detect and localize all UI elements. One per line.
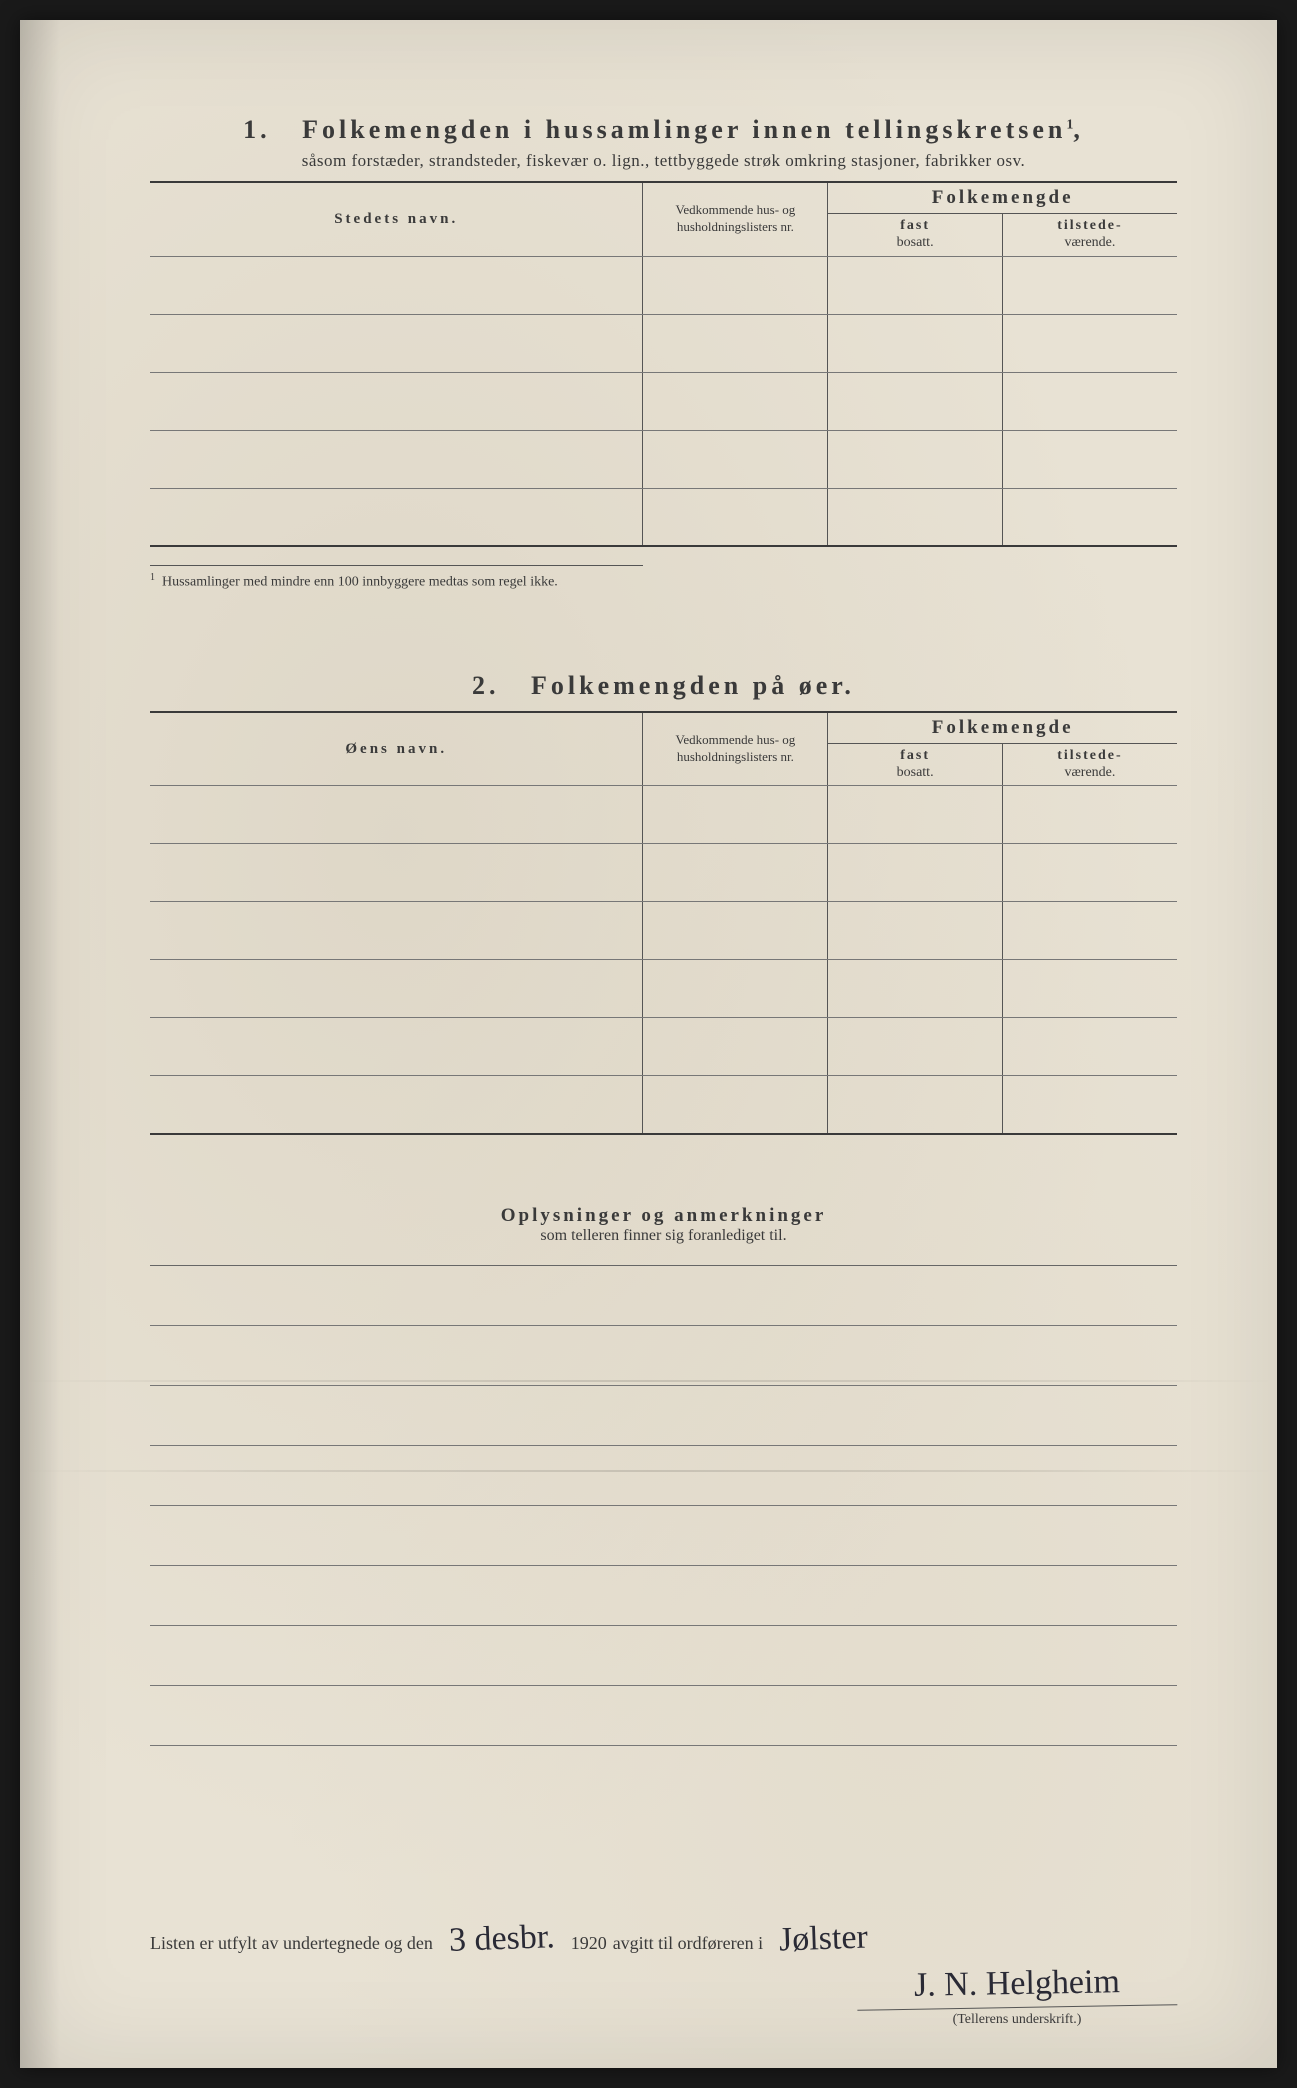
note-line <box>150 1446 1177 1506</box>
note-line <box>150 1566 1177 1626</box>
footer-mid: avgitt til ordføreren i <box>613 1933 763 1954</box>
section-1: 1. Folkemengden i hussamlinger innen tel… <box>150 115 1177 591</box>
table-row <box>150 902 1177 960</box>
section-3: Oplysninger og anmerkninger som telleren… <box>150 1205 1177 1746</box>
col-folkemengde-2: Folkemengde <box>828 712 1177 744</box>
section-1-number: 1. <box>243 115 271 144</box>
signature-label: (Tellerens underskrift.) <box>857 2012 1177 2028</box>
section-2-number: 2. <box>472 671 500 700</box>
notes-subtitle: som telleren finner sig foranlediget til… <box>150 1227 1177 1245</box>
section-1-sup: 1 <box>1066 117 1073 132</box>
section-2-title-text: Folkemengden på øer. <box>531 671 855 700</box>
note-line <box>150 1686 1177 1746</box>
footer: Listen er utfylt av undertegnede og den … <box>150 1920 1177 1958</box>
section-2: 2. Folkemengden på øer. Øens navn. Vedko… <box>150 671 1177 1135</box>
table-oer: Øens navn. Vedkommende hus- og husholdni… <box>150 711 1177 1135</box>
census-form-page: 1. Folkemengden i hussamlinger innen tel… <box>20 20 1277 2068</box>
col-folkemengde: Folkemengde <box>828 182 1177 214</box>
table-row <box>150 488 1177 546</box>
col-tilstede: tilstede- værende. <box>1002 214 1177 257</box>
note-line <box>150 1326 1177 1386</box>
table-row <box>150 960 1177 1018</box>
note-line <box>150 1266 1177 1326</box>
table-row <box>150 372 1177 430</box>
col-lists: Vedkommende hus- og husholdningslisters … <box>643 182 828 256</box>
note-line <box>150 1386 1177 1446</box>
table-row <box>150 1018 1177 1076</box>
col-tilstede-2: tilstede- værende. <box>1002 743 1177 786</box>
note-line <box>150 1626 1177 1686</box>
footer-year: 1920 <box>571 1933 607 1954</box>
table-row <box>150 844 1177 902</box>
note-line <box>150 1506 1177 1566</box>
paper-fold <box>20 1380 1277 1382</box>
table-row <box>150 256 1177 314</box>
col-fast-2: fast bosatt. <box>828 743 1003 786</box>
col-oens-navn: Øens navn. <box>150 712 643 786</box>
section-2-title: 2. Folkemengden på øer. <box>150 671 1177 701</box>
section-1-title-text: Folkemengden i hussamlinger innen tellin… <box>302 115 1066 144</box>
signature-block: J. N. Helgheim (Tellerens underskrift.) <box>857 1965 1177 2028</box>
footer-line: Listen er utfylt av undertegnede og den … <box>150 1920 1177 1958</box>
table-2-body <box>150 786 1177 1134</box>
notes-lines <box>150 1265 1177 1746</box>
footer-prefix: Listen er utfylt av undertegnede og den <box>150 1933 433 1954</box>
section-1-title: 1. Folkemengden i hussamlinger innen tel… <box>150 115 1177 145</box>
footnote-1: 1 Hussamlinger med mindre enn 100 innbyg… <box>150 565 643 591</box>
section-1-subtitle: såsom forstæder, strandsteder, fiskevær … <box>150 151 1177 171</box>
table-row <box>150 1076 1177 1134</box>
table-row <box>150 786 1177 844</box>
table-1-body <box>150 256 1177 546</box>
table-hussamlinger: Stedets navn. Vedkommende hus- og hushol… <box>150 181 1177 547</box>
table-row <box>150 314 1177 372</box>
col-stedets-navn: Stedets navn. <box>150 182 643 256</box>
table-row <box>150 430 1177 488</box>
footer-date: 3 desbr. <box>438 1918 565 1960</box>
col-lists-2: Vedkommende hus- og husholdningslisters … <box>643 712 828 786</box>
paper-fold <box>20 1470 1277 1472</box>
notes-title: Oplysninger og anmerkninger <box>150 1205 1177 1227</box>
col-fast: fast bosatt. <box>828 214 1003 257</box>
footer-place: Jølster <box>769 1918 879 1960</box>
signature: J. N. Helgheim <box>857 1962 1178 2011</box>
